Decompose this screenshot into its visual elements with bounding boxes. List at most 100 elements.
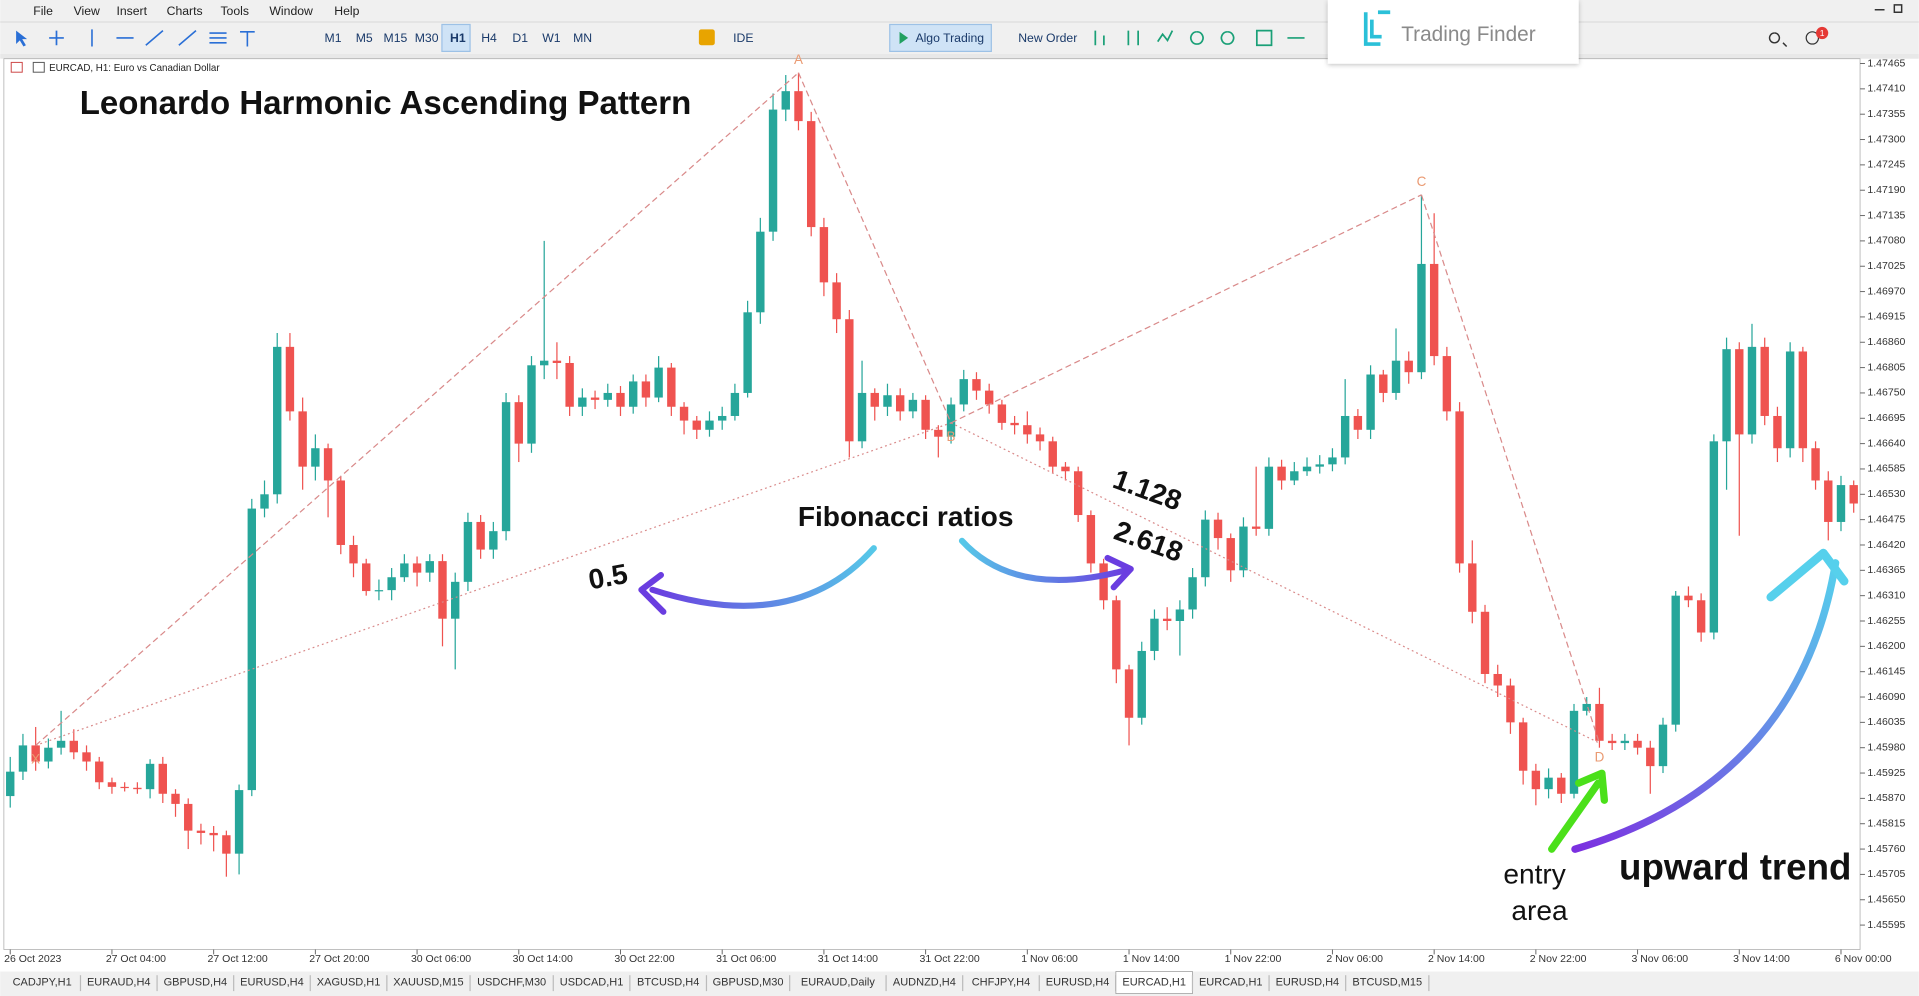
x-tick-label: 1 Nov 14:00: [1123, 953, 1180, 965]
candle-body: [1811, 448, 1820, 481]
timeframe-button[interactable]: D1: [512, 31, 528, 45]
algo-button-bg[interactable]: [889, 23, 992, 53]
timeframe-button[interactable]: H4: [481, 31, 497, 45]
icon[interactable]: [1805, 31, 1820, 45]
candle-body: [845, 319, 854, 442]
toolbar-button[interactable]: IDE: [733, 31, 753, 45]
toolbar-button[interactable]: New Order: [1018, 31, 1077, 45]
tab[interactable]: CADJPY,H1: [13, 976, 72, 988]
candle-body: [209, 832, 218, 836]
timeframe-button[interactable]: M1: [325, 31, 342, 45]
icon[interactable]: [91, 29, 255, 47]
x-tick-label: 31 Oct 14:00: [818, 953, 878, 965]
tab[interactable]: USDCAD,H1: [560, 976, 624, 988]
candle-body: [857, 392, 867, 442]
tab[interactable]: XAUUSD,M15: [393, 976, 463, 988]
candle-body: [234, 790, 244, 854]
timeframe-button[interactable]: H1: [450, 31, 466, 45]
active-timeframe-bg[interactable]: [441, 23, 471, 53]
tab[interactable]: EURUSD,H4: [1046, 976, 1110, 988]
candle-body: [133, 787, 142, 790]
candle-body: [972, 379, 981, 391]
y-tick-label: 1.46640: [1867, 437, 1905, 449]
menu-bar: File View Insert Charts Tools Window Help: [33, 4, 359, 18]
candle-body: [730, 392, 740, 416]
menu-item[interactable]: Tools: [220, 4, 249, 18]
candle-body: [1175, 609, 1185, 622]
timeframe-button[interactable]: M30: [415, 31, 439, 45]
annotation: upward trend: [1619, 847, 1851, 888]
icon[interactable]: [16, 30, 28, 47]
menu-item[interactable]: Window: [269, 4, 313, 18]
timeframe-button[interactable]: MN: [573, 31, 592, 45]
candle-body: [1760, 346, 1769, 416]
candle-body: [1023, 425, 1032, 435]
arrow: [1548, 779, 1602, 853]
arrow-head: [638, 572, 667, 615]
candle-body: [82, 752, 91, 762]
toolbar-button[interactable]: Algo Trading: [915, 31, 984, 45]
y-tick-label: 1.45760: [1867, 843, 1905, 855]
chart-title: Leonardo Harmonic Ascending Pattern: [80, 84, 691, 121]
tab[interactable]: XAGUSD,H1: [317, 976, 381, 988]
candle-body: [1722, 349, 1731, 442]
candle-body: [336, 480, 345, 545]
icon[interactable]: [899, 31, 909, 45]
tab[interactable]: BTCUSD,H4: [637, 976, 699, 988]
tab[interactable]: EURUSD,H4: [240, 976, 304, 988]
icon[interactable]: [1094, 29, 1305, 47]
timeframe-button[interactable]: M5: [356, 31, 373, 45]
candle-body: [1785, 351, 1795, 449]
candle-body: [768, 109, 778, 232]
icon[interactable]: [49, 30, 64, 46]
x-tick-label: 27 Oct 04:00: [106, 953, 166, 965]
candle-body: [870, 392, 879, 407]
candle-body: [1379, 374, 1388, 393]
candle-body: [565, 362, 574, 407]
menu-item[interactable]: File: [33, 4, 53, 18]
candle-body: [692, 420, 701, 430]
y-tick-label: 1.46365: [1867, 564, 1905, 576]
tab[interactable]: GBPUSD,M30: [713, 976, 784, 988]
menu-item[interactable]: Insert: [116, 4, 147, 18]
timeframe-button[interactable]: W1: [542, 31, 561, 45]
tab[interactable]: EURAUD,Daily: [801, 976, 875, 988]
tab[interactable]: EURUSD,H4: [1276, 976, 1340, 988]
menu-item[interactable]: Help: [334, 4, 359, 18]
candle-body: [222, 835, 231, 854]
candle-body: [1277, 466, 1286, 481]
timeframe-button[interactable]: M15: [384, 31, 408, 45]
tab[interactable]: CHFJPY,H4: [972, 976, 1030, 988]
x-tick-label: 30 Oct 14:00: [513, 953, 573, 965]
candle-body: [895, 395, 905, 412]
y-tick-label: 1.46695: [1867, 412, 1905, 424]
x-tick-label: 2 Nov 14:00: [1428, 953, 1485, 965]
candle-body: [540, 360, 549, 366]
menu-item[interactable]: View: [74, 4, 100, 18]
candle-body: [616, 392, 625, 407]
candle-body: [1646, 747, 1655, 767]
y-tick-label: 1.46420: [1867, 539, 1905, 551]
candle-body: [1048, 441, 1057, 467]
arrow-head: [1104, 554, 1134, 591]
pattern-line: [35, 72, 799, 746]
candle-body: [425, 561, 434, 573]
tab[interactable]: USDCHF,M30: [477, 976, 546, 988]
tab[interactable]: EURCAD,H1: [1199, 976, 1263, 988]
tab[interactable]: AUDNZD,H4: [893, 976, 956, 988]
icon[interactable]: [698, 29, 715, 46]
icon[interactable]: [1768, 4, 1903, 48]
y-tick-label: 1.46530: [1867, 488, 1905, 500]
menu-item[interactable]: Charts: [167, 4, 203, 18]
annotation: entry: [1503, 859, 1566, 890]
tab[interactable]: GBPUSD,H4: [164, 976, 228, 988]
candle-body: [946, 404, 956, 437]
candle-body: [1493, 673, 1502, 686]
notification-count: 1: [1820, 28, 1825, 38]
tab[interactable]: BTCUSD,M15: [1352, 976, 1422, 988]
candle-body: [1747, 346, 1757, 435]
tab[interactable]: EURAUD,H4: [87, 976, 151, 988]
tab[interactable]: EURCAD,H1: [1122, 976, 1186, 988]
logo-icon: [1363, 10, 1391, 46]
annotation: 0.5: [586, 558, 630, 595]
